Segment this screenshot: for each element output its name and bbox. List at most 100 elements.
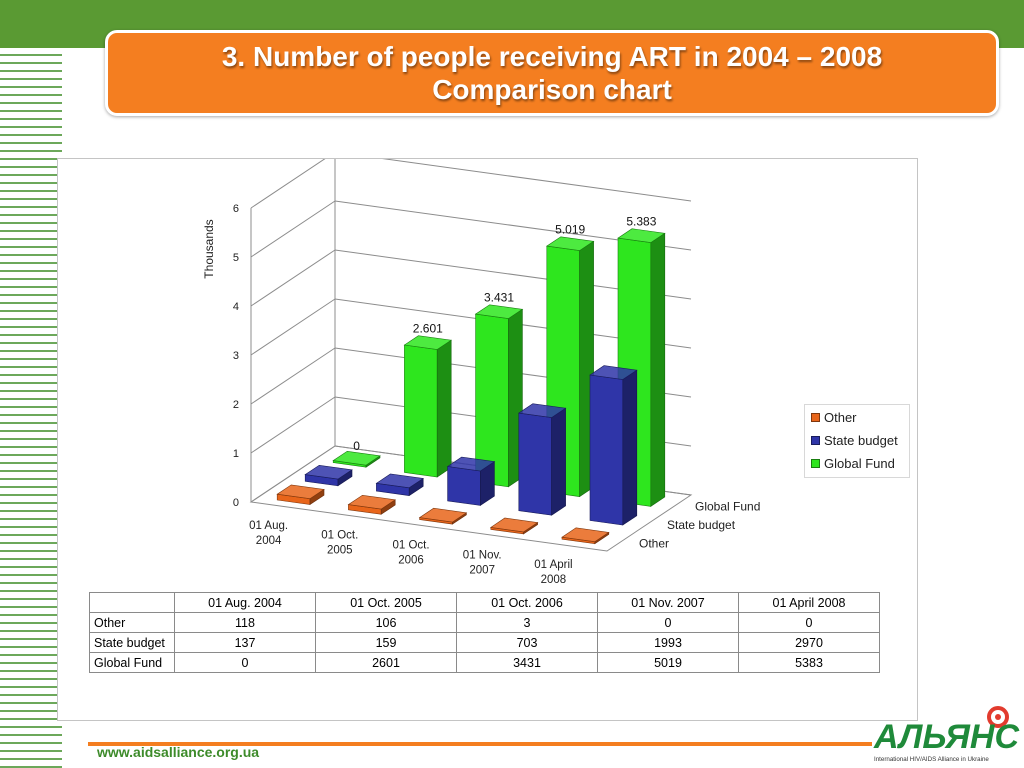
legend-item-global-fund: Global Fund (811, 454, 895, 472)
logo-subtext: International HIV/AIDS Alliance in Ukrai… (874, 756, 989, 763)
logo-ribbon-inner (995, 714, 1001, 720)
y-tick-label: 2 (233, 399, 239, 411)
series-depth-label: Global Fund (695, 499, 760, 513)
gridline-side (250, 298, 336, 356)
table-row: Other 118 106 3 0 0 (89, 612, 880, 633)
bar-front (589, 374, 624, 526)
legend-swatch-global-fund (811, 458, 820, 468)
bar-front (404, 344, 438, 478)
table-header: 01 Aug. 2004 (174, 592, 316, 613)
bar-top (446, 456, 496, 472)
table-cell: 137 (174, 632, 316, 653)
x-category-label: 01 April 2008 (534, 559, 572, 586)
logo-wordmark: АЛЬЯНС (873, 718, 1019, 756)
table-row-label: Other (89, 612, 175, 633)
table-header: 01 Oct. 2005 (315, 592, 457, 613)
table-row-label: State budget (89, 632, 175, 653)
left-stripe-decoration (0, 48, 62, 768)
slide-title-box: 3. Number of people receiving ART in 200… (105, 30, 999, 116)
table-cell: 0 (738, 612, 880, 633)
y-tick-label: 4 (233, 301, 239, 313)
gridline-back (382, 159, 692, 202)
gridline-side (250, 249, 336, 307)
gridline-side (250, 347, 336, 405)
bar-side (622, 369, 638, 526)
logo-ribbon-icon (987, 706, 1009, 728)
bar-top (561, 527, 610, 543)
series-depth-label: State budget (667, 518, 736, 532)
table-cell: 3431 (456, 652, 598, 673)
data-label: 5.019 (555, 223, 585, 237)
data-label: 3.431 (484, 291, 514, 305)
alliance-logo: АЛЬЯНС International HIV/AIDS Alliance i… (873, 706, 1019, 763)
y-tick-label: 1 (233, 448, 239, 460)
bar-side (436, 339, 452, 478)
table-cell: 2601 (315, 652, 457, 673)
table-row: Global Fund 0 2601 3431 5019 5383 (89, 652, 880, 673)
bar-top (517, 403, 567, 418)
y-tick-label: 3 (233, 350, 239, 362)
bar-top (347, 494, 397, 510)
bar-top (489, 517, 539, 533)
legend-label-state-budget: State budget (824, 432, 898, 448)
x-category-label: 01 Aug. 2004 (249, 520, 288, 547)
data-label: 2.601 (413, 322, 443, 336)
legend-item-other: Other (811, 408, 857, 426)
table-cell: 118 (174, 612, 316, 633)
table-corner-cell (89, 592, 175, 613)
table-header: 01 April 2008 (738, 592, 880, 613)
chart-panel: 0 1 2 3 4 5 6 Thousands 01 Aug. 2004 01 Oct. 2005 01… (57, 158, 918, 721)
bar-top (403, 335, 453, 350)
legend-item-state-budget: State budget (811, 431, 898, 449)
table-header-row: 01 Aug. 2004 01 Oct. 2005 01 Oct. 2006 0… (89, 592, 880, 613)
x-category-label: 01 Oct. 2005 (321, 530, 358, 557)
table-header: 01 Nov. 2007 (597, 592, 739, 613)
data-table: 01 Aug. 2004 01 Oct. 2005 01 Oct. 2006 0… (89, 592, 880, 673)
bar-top (375, 473, 425, 489)
bar-top (276, 484, 325, 500)
table-cell: 159 (315, 632, 457, 653)
table-cell: 0 (597, 612, 739, 633)
data-label: 0 (353, 439, 360, 453)
gridline-side (250, 396, 336, 454)
bar-top (332, 450, 381, 466)
bar-front (518, 412, 552, 516)
table-cell: 3 (456, 612, 598, 633)
floor-outline (249, 445, 693, 552)
footer-url-link[interactable]: www.aidsalliance.org.ua (97, 744, 260, 760)
data-label: 5.383 (626, 215, 656, 229)
y-tick-label: 0 (233, 497, 239, 509)
gridline-side (250, 159, 326, 209)
legend-swatch-state-budget (811, 435, 820, 445)
table-cell: 5383 (738, 652, 880, 673)
series-depth-label: Other (639, 537, 669, 551)
legend-label-global-fund: Global Fund (824, 455, 895, 471)
bar-top (545, 236, 595, 251)
y-tick-label: 6 (233, 203, 239, 215)
table-cell: 106 (315, 612, 457, 633)
legend-label-other: Other (824, 409, 857, 425)
table-cell: 1993 (597, 632, 739, 653)
y-tick-label: 5 (233, 252, 239, 264)
bar-top (418, 507, 468, 523)
chart-3d-columns: 0 1 2 3 4 5 6 Thousands 01 Aug. 2004 01 Oct. 2005 01… (202, 159, 760, 586)
footer-divider (88, 742, 872, 746)
gridline-side (250, 200, 336, 258)
bar-top (589, 365, 638, 380)
table-row-label: Global Fund (89, 652, 175, 673)
y-axis-title: Thousands (202, 219, 216, 278)
bar-top (474, 304, 524, 319)
table-cell: 703 (456, 632, 598, 653)
legend-swatch-other (811, 412, 820, 422)
chart-legend: Other State budget Global Fund (804, 404, 910, 478)
table-cell: 0 (174, 652, 316, 673)
x-category-label: 01 Oct. 2006 (392, 540, 429, 567)
bar-side (551, 407, 566, 516)
table-row: State budget 137 159 703 1993 2970 (89, 632, 880, 653)
bar-top (617, 228, 666, 243)
table-header: 01 Oct. 2006 (456, 592, 598, 613)
bar-top (304, 464, 353, 480)
slide-title: 3. Number of people receiving ART in 200… (221, 41, 883, 72)
table-cell: 5019 (597, 652, 739, 673)
table-cell: 2970 (738, 632, 880, 653)
